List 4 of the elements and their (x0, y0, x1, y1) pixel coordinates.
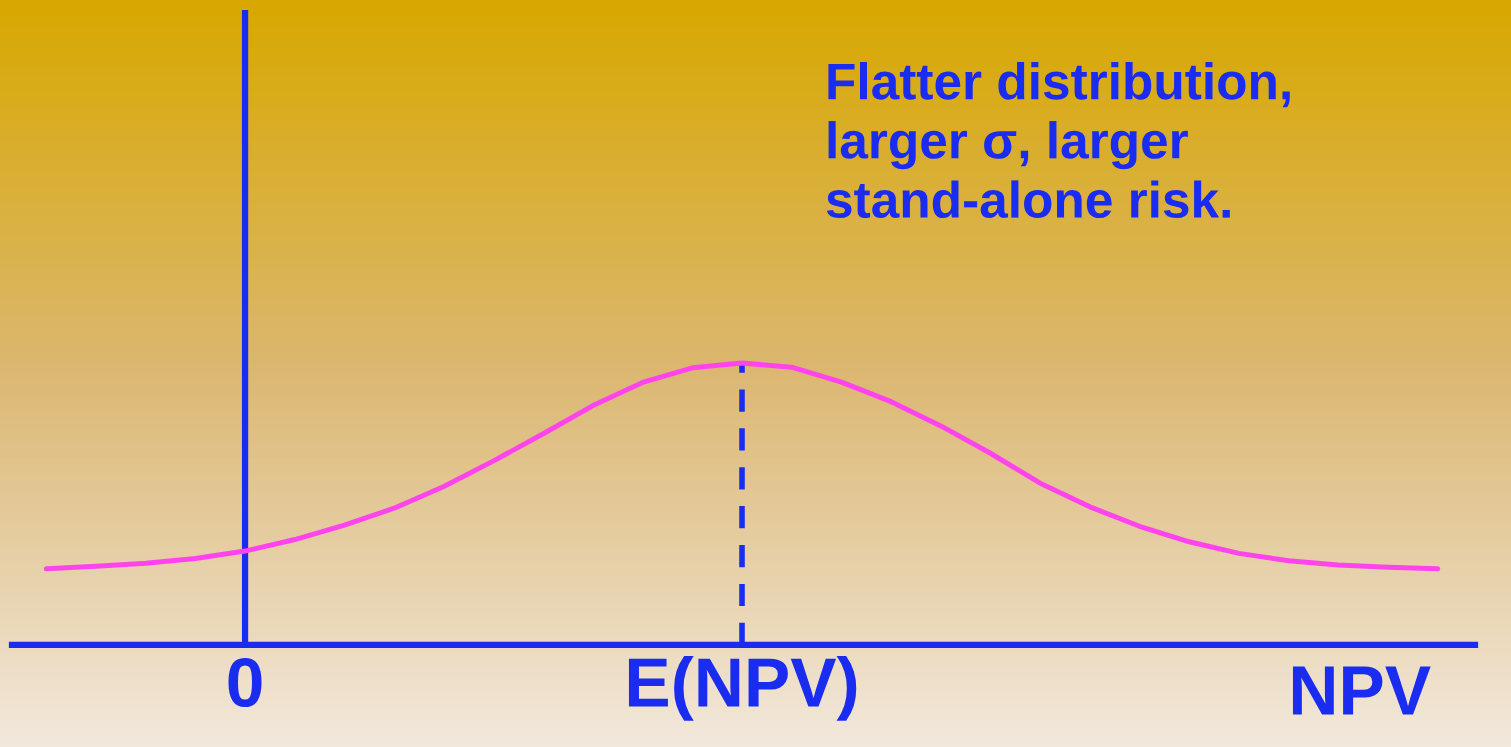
text: Flatter distribution, larger σ, larger stand-alone risk. (826, 62, 1290, 219)
x-axis-title: NPV (1292, 666, 1431, 715)
x-tick-label: 0 (228, 657, 262, 708)
x-tick-label: E(NPV) (628, 656, 857, 721)
